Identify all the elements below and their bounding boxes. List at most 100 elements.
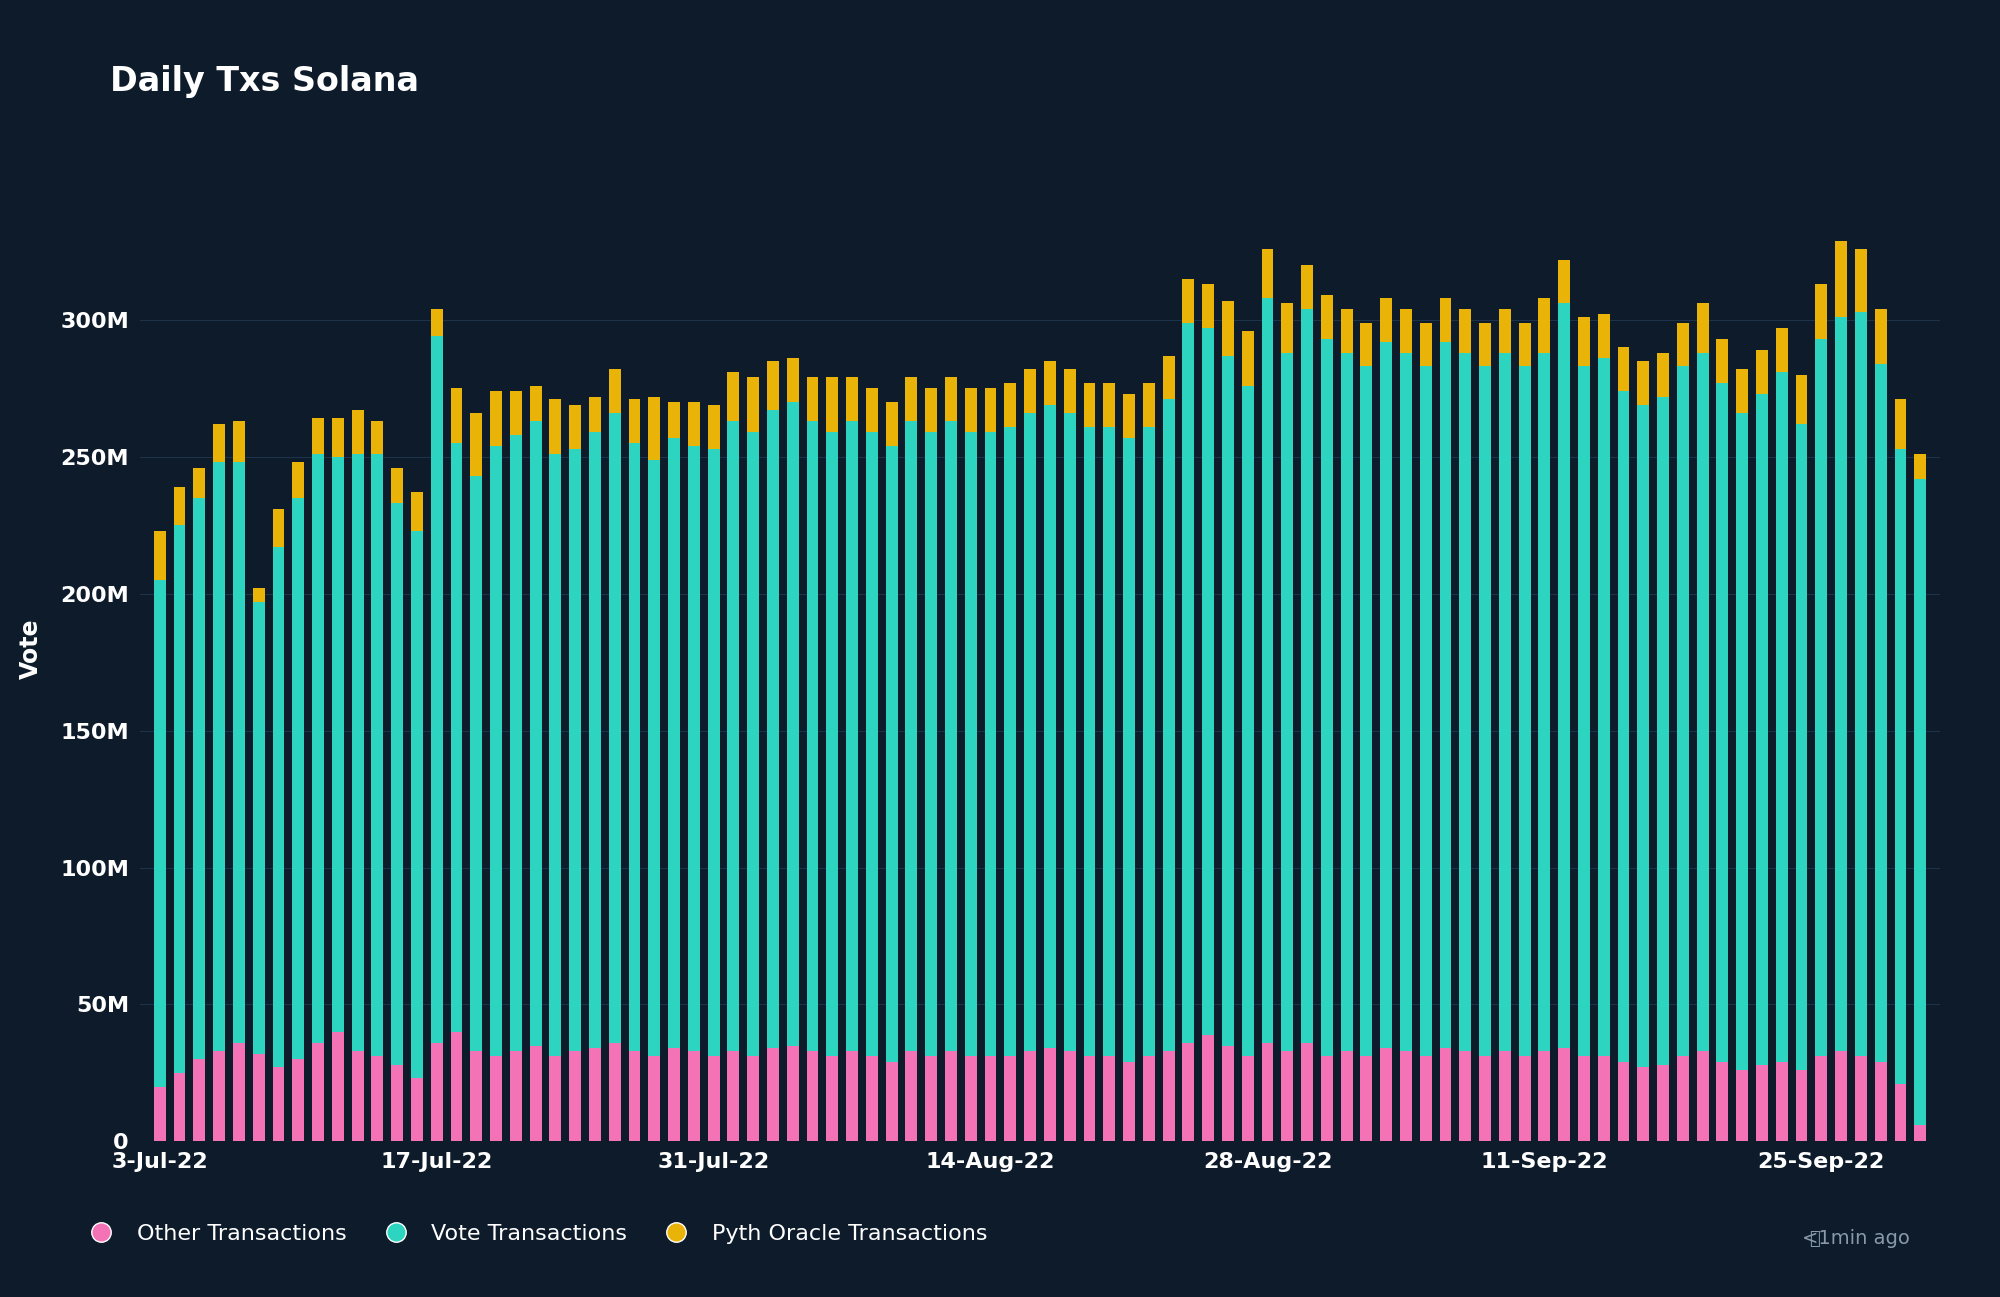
Bar bbox=[1618, 1062, 1630, 1141]
Bar bbox=[1242, 385, 1254, 1057]
Bar bbox=[1874, 309, 1886, 363]
Bar bbox=[1124, 394, 1134, 437]
Y-axis label: Vote: Vote bbox=[20, 619, 44, 678]
Bar bbox=[1162, 355, 1174, 399]
Bar bbox=[1340, 353, 1352, 1051]
Bar bbox=[1776, 372, 1788, 1062]
Bar bbox=[1676, 367, 1688, 1057]
Bar bbox=[1142, 427, 1154, 1057]
Bar bbox=[1460, 309, 1472, 353]
Bar bbox=[1736, 1070, 1748, 1141]
Bar bbox=[312, 419, 324, 454]
Bar bbox=[768, 1048, 778, 1141]
Bar bbox=[1222, 355, 1234, 1045]
Bar bbox=[1340, 309, 1352, 353]
Bar bbox=[1460, 1051, 1472, 1141]
Bar bbox=[1104, 1057, 1116, 1141]
Bar bbox=[570, 405, 582, 449]
Bar bbox=[530, 1045, 542, 1141]
Bar bbox=[1302, 265, 1312, 309]
Bar bbox=[1084, 1057, 1096, 1141]
Bar bbox=[450, 444, 462, 1032]
Bar bbox=[1440, 342, 1452, 1048]
Bar bbox=[688, 446, 700, 1051]
Bar bbox=[846, 422, 858, 1051]
Bar bbox=[1262, 298, 1274, 1043]
Bar bbox=[1302, 309, 1312, 1043]
Bar bbox=[1894, 399, 1906, 449]
Bar bbox=[550, 1057, 562, 1141]
Text: ⌛: ⌛ bbox=[1810, 1230, 1820, 1248]
Bar bbox=[410, 530, 422, 1078]
Bar bbox=[332, 1032, 344, 1141]
Bar bbox=[1658, 1065, 1670, 1141]
Bar bbox=[728, 372, 740, 422]
Bar bbox=[510, 392, 522, 434]
Bar bbox=[372, 454, 384, 1057]
Bar bbox=[1578, 1057, 1590, 1141]
Bar bbox=[1400, 309, 1412, 353]
Bar bbox=[252, 589, 264, 602]
Bar bbox=[1618, 348, 1630, 392]
Bar bbox=[570, 1051, 582, 1141]
Bar bbox=[1676, 323, 1688, 367]
Bar bbox=[748, 377, 760, 432]
Bar bbox=[1518, 367, 1530, 1057]
Bar bbox=[786, 402, 798, 1045]
Bar bbox=[608, 412, 620, 1043]
Bar bbox=[886, 402, 898, 446]
Bar bbox=[886, 1062, 898, 1141]
Bar bbox=[608, 370, 620, 412]
Bar bbox=[1518, 1057, 1530, 1141]
Bar bbox=[946, 1051, 956, 1141]
Bar bbox=[1262, 249, 1274, 298]
Bar bbox=[964, 388, 976, 432]
Bar bbox=[1716, 383, 1728, 1062]
Bar bbox=[1024, 370, 1036, 412]
Bar bbox=[1578, 318, 1590, 367]
Bar bbox=[1498, 1051, 1510, 1141]
Bar bbox=[1854, 311, 1866, 1057]
Bar bbox=[1380, 342, 1392, 1048]
Bar bbox=[1894, 449, 1906, 1084]
Bar bbox=[1756, 1065, 1768, 1141]
Bar bbox=[728, 1051, 740, 1141]
Bar bbox=[946, 377, 956, 422]
Bar bbox=[232, 462, 244, 1043]
Bar bbox=[312, 454, 324, 1043]
Bar bbox=[906, 377, 918, 422]
Bar bbox=[1816, 339, 1828, 1057]
Text: <1min ago: <1min ago bbox=[1802, 1228, 1910, 1248]
Bar bbox=[1004, 383, 1016, 427]
Bar bbox=[984, 388, 996, 432]
Bar bbox=[1598, 314, 1610, 358]
Bar bbox=[668, 402, 680, 437]
Bar bbox=[1756, 394, 1768, 1065]
Bar bbox=[292, 1060, 304, 1141]
Bar bbox=[806, 422, 818, 1051]
Bar bbox=[1498, 353, 1510, 1051]
Bar bbox=[1498, 309, 1510, 353]
Bar bbox=[826, 377, 838, 432]
Bar bbox=[1538, 353, 1550, 1051]
Bar bbox=[232, 1043, 244, 1141]
Bar bbox=[1854, 1057, 1866, 1141]
Bar bbox=[430, 1043, 442, 1141]
Bar bbox=[174, 486, 186, 525]
Bar bbox=[550, 454, 562, 1057]
Bar bbox=[1914, 479, 1926, 1124]
Bar bbox=[352, 1051, 364, 1141]
Bar bbox=[806, 377, 818, 422]
Bar bbox=[906, 422, 918, 1051]
Bar bbox=[768, 361, 778, 410]
Bar bbox=[1222, 1045, 1234, 1141]
Bar bbox=[866, 432, 878, 1057]
Bar bbox=[510, 434, 522, 1051]
Bar bbox=[1756, 350, 1768, 394]
Bar bbox=[1380, 1048, 1392, 1141]
Bar bbox=[312, 1043, 324, 1141]
Bar bbox=[1084, 427, 1096, 1057]
Bar bbox=[194, 1060, 206, 1141]
Bar bbox=[1420, 323, 1432, 367]
Legend: Other Transactions, Vote Transactions, Pyth Oracle Transactions: Other Transactions, Vote Transactions, P… bbox=[80, 1223, 988, 1244]
